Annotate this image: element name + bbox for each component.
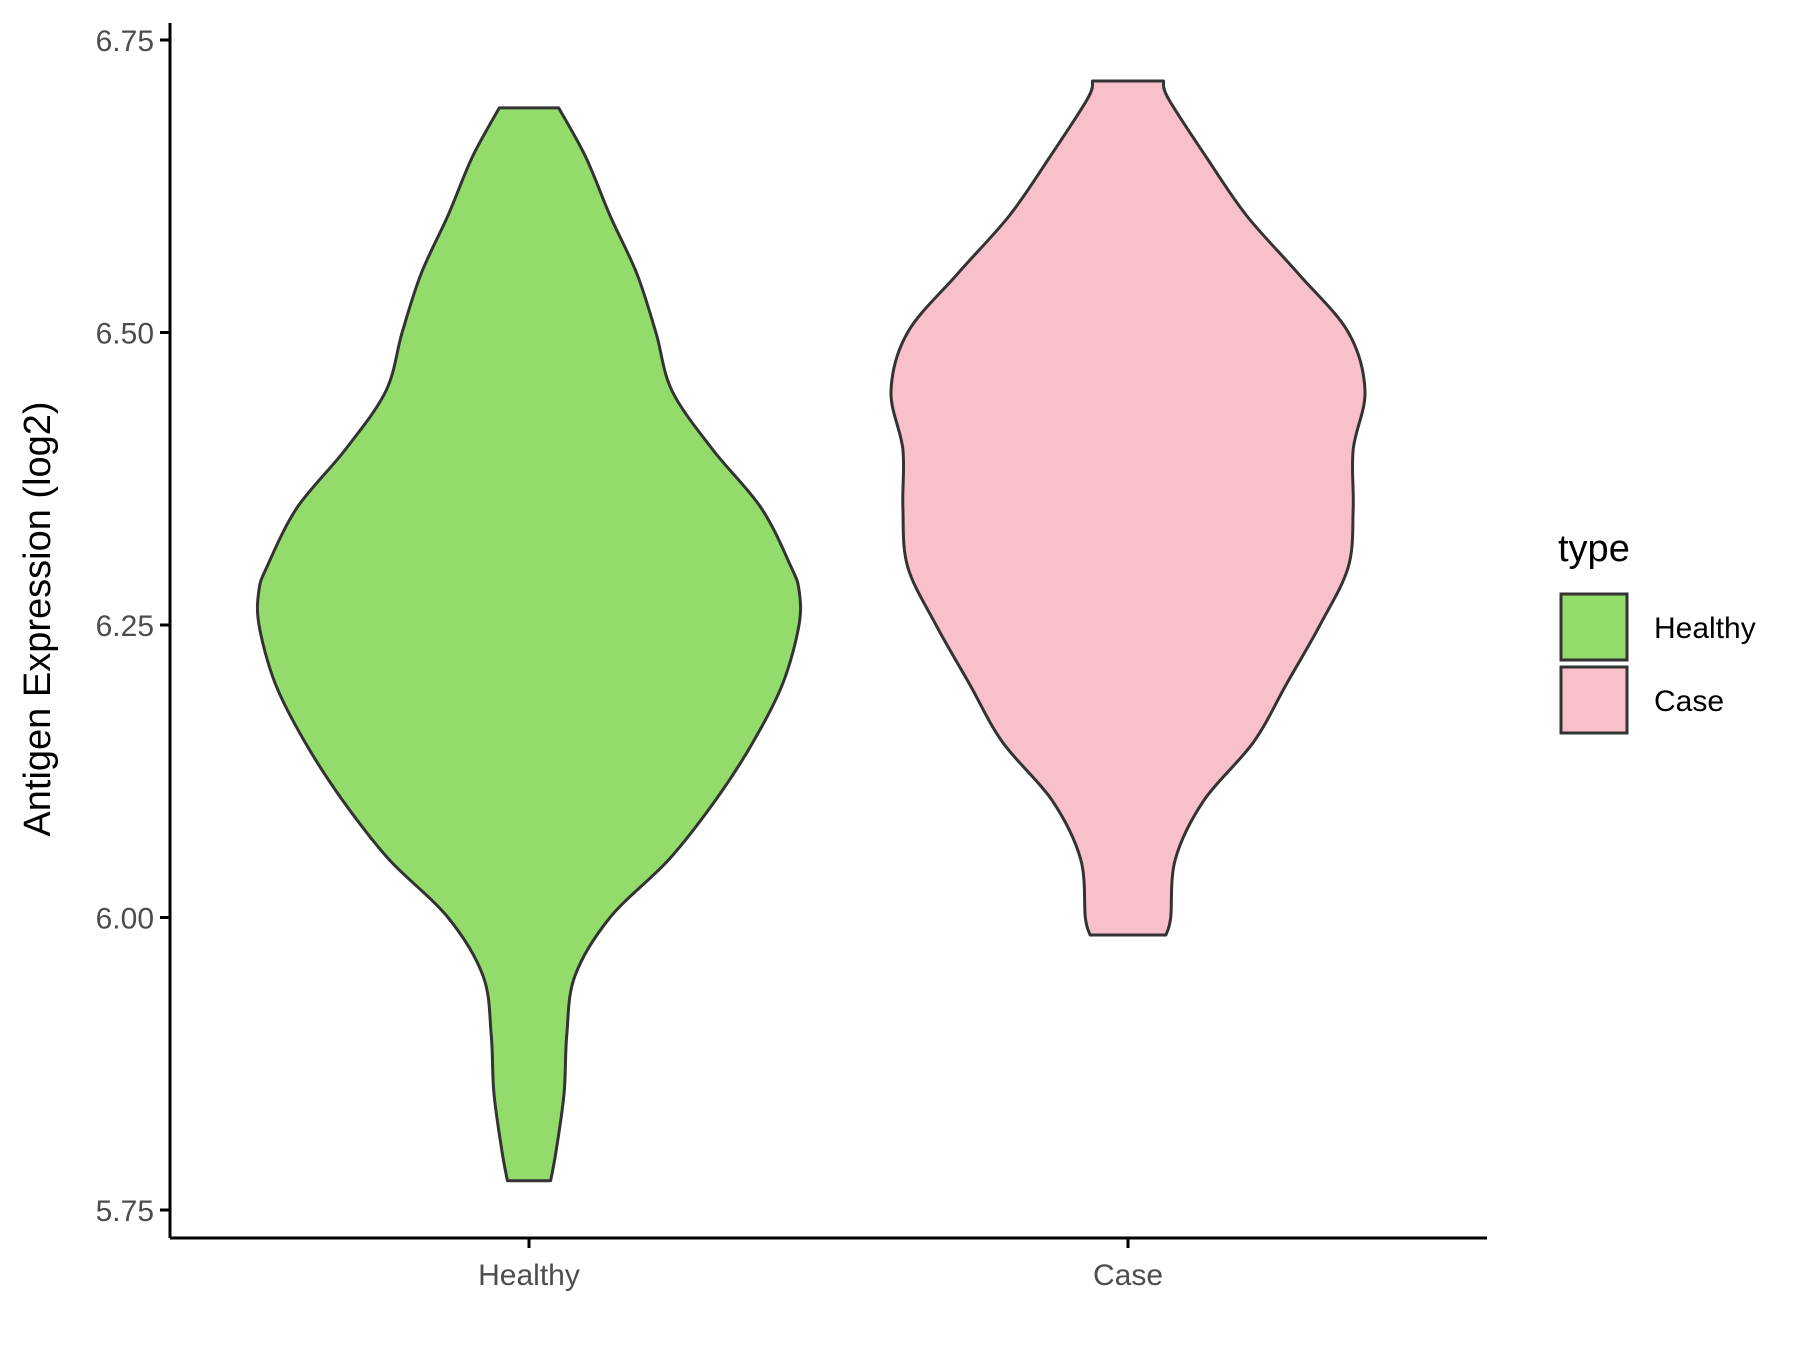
violin-case <box>889 79 1367 937</box>
x-tick-label: Healthy <box>478 1259 580 1292</box>
legend-label: Healthy <box>1654 612 1756 645</box>
x-axis: Healthy Case <box>170 1236 1487 1292</box>
legend-key-healthy <box>1559 592 1629 662</box>
y-tick-label: 6.50 <box>96 318 154 351</box>
y-tick-label: 5.75 <box>96 1195 154 1228</box>
legend-title: type <box>1558 528 1630 570</box>
x-tick-label: Case <box>1093 1259 1163 1292</box>
legend-label: Case <box>1654 685 1724 718</box>
legend-key-case <box>1559 665 1629 735</box>
y-tick-label: 6.25 <box>96 610 154 643</box>
violin-healthy <box>255 106 803 1183</box>
legend: type Healthy Case <box>1558 528 1756 735</box>
y-axis-title: Antigen Expression (log2) <box>17 401 59 836</box>
y-tick-label: 6.00 <box>96 903 154 936</box>
y-tick-label: 6.75 <box>96 25 154 58</box>
y-axis: 5.75 6.00 6.25 6.50 6.75 <box>96 23 172 1238</box>
violins-group <box>255 79 1367 1183</box>
